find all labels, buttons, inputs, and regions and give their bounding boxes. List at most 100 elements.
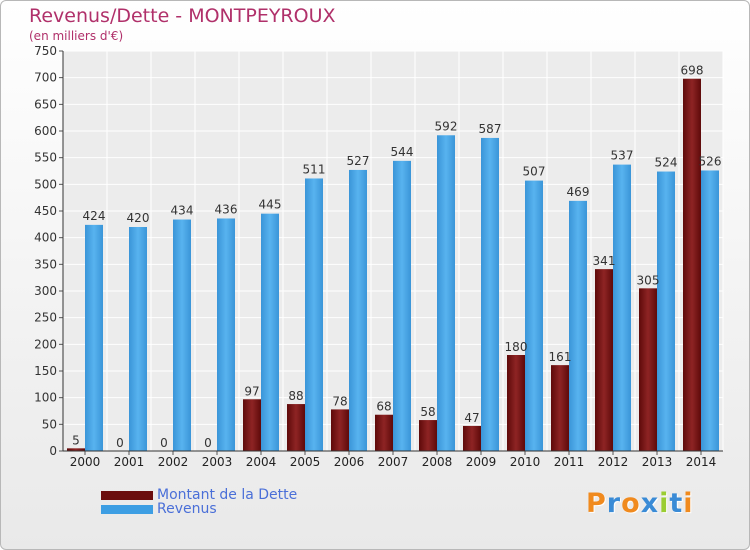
y-tick-label: 750 <box>34 44 57 58</box>
data-label-revenue: 420 <box>127 211 150 225</box>
bar-debt <box>67 448 85 451</box>
bar-revenue <box>393 160 411 451</box>
logo-letter: r <box>606 488 622 519</box>
y-tick-label: 550 <box>34 151 57 165</box>
data-label-debt: 0 <box>160 436 168 450</box>
data-label-debt: 88 <box>288 389 303 403</box>
bar-debt <box>419 420 437 451</box>
x-tick-label: 2006 <box>334 455 365 469</box>
x-tick-label: 2007 <box>378 455 409 469</box>
bar-revenue <box>349 169 367 451</box>
data-label-debt: 68 <box>376 400 391 414</box>
y-tick-label: 600 <box>34 124 57 138</box>
y-tick-label: 150 <box>34 364 57 378</box>
data-label-debt: 47 <box>464 411 479 425</box>
bar-revenue <box>481 137 499 451</box>
legend-item-debt: Montant de la Dette <box>101 487 298 503</box>
bar-revenue <box>305 178 323 451</box>
data-label-debt: 161 <box>549 350 572 364</box>
data-label-revenue: 526 <box>699 154 722 168</box>
logo-letter: i <box>659 488 670 519</box>
y-tick-label: 0 <box>49 444 57 458</box>
data-label-revenue: 434 <box>171 204 194 218</box>
data-label-revenue: 524 <box>655 156 678 170</box>
bar-revenue <box>173 219 191 451</box>
data-label-debt: 0 <box>116 436 124 450</box>
bar-debt <box>507 355 525 451</box>
y-tick-label: 100 <box>34 391 57 405</box>
bar-revenue <box>261 213 279 451</box>
logo-letter: i <box>683 488 694 519</box>
data-label-revenue: 592 <box>435 119 458 133</box>
data-label-revenue: 544 <box>391 145 414 159</box>
data-label-debt: 58 <box>420 405 435 419</box>
proxiti-logo: Proxiti <box>586 488 694 519</box>
data-label-debt: 97 <box>244 384 259 398</box>
logo-letter: t <box>669 488 684 519</box>
y-tick-label: 450 <box>34 204 57 218</box>
legend-label-debt: Montant de la Dette <box>157 487 298 503</box>
x-tick-label: 2001 <box>114 455 145 469</box>
bar-debt <box>683 78 701 451</box>
data-label-debt: 180 <box>505 340 528 354</box>
legend-swatch-revenue <box>101 504 153 514</box>
data-label-debt: 698 <box>681 64 704 78</box>
x-tick-label: 2004 <box>246 455 277 469</box>
y-tick-label: 350 <box>34 257 57 271</box>
x-tick-label: 2000 <box>70 455 101 469</box>
data-label-debt: 0 <box>204 436 212 450</box>
data-label-revenue: 587 <box>479 122 502 136</box>
bar-debt <box>463 425 481 451</box>
bar-revenue <box>569 200 587 451</box>
data-label-revenue: 469 <box>567 185 590 199</box>
data-label-debt: 305 <box>637 273 660 287</box>
data-label-revenue: 424 <box>83 209 106 223</box>
data-label-revenue: 507 <box>523 165 546 179</box>
bar-revenue <box>129 227 147 451</box>
bar-revenue <box>217 218 235 451</box>
bar-debt <box>639 288 657 451</box>
bar-debt <box>551 365 569 451</box>
legend-swatch-debt <box>101 490 153 500</box>
bar-debt <box>287 404 305 451</box>
x-tick-label: 2012 <box>598 455 629 469</box>
bar-debt <box>243 399 261 451</box>
bar-revenue <box>701 170 719 451</box>
x-tick-label: 2003 <box>202 455 233 469</box>
x-tick-label: 2009 <box>466 455 497 469</box>
bar-debt <box>595 269 613 451</box>
data-label-debt: 78 <box>332 394 347 408</box>
logo-letter: P <box>586 488 607 519</box>
data-label-revenue: 537 <box>611 149 634 163</box>
bar-revenue <box>85 224 103 451</box>
bar-revenue <box>613 164 631 451</box>
logo-letter: o <box>621 488 641 519</box>
data-label-revenue: 511 <box>303 162 326 176</box>
y-tick-label: 250 <box>34 311 57 325</box>
y-tick-label: 200 <box>34 337 57 351</box>
legend-label-revenue: Revenus <box>157 501 217 517</box>
y-tick-label: 300 <box>34 284 57 298</box>
x-tick-label: 2010 <box>510 455 541 469</box>
y-tick-label: 650 <box>34 97 57 111</box>
y-tick-label: 50 <box>42 417 57 431</box>
x-tick-label: 2008 <box>422 455 453 469</box>
y-tick-label: 700 <box>34 71 57 85</box>
data-label-debt: 5 <box>72 433 80 447</box>
y-tick-label: 400 <box>34 231 57 245</box>
x-tick-label: 2011 <box>554 455 585 469</box>
bar-revenue <box>437 135 455 451</box>
logo-letter: x <box>640 488 660 519</box>
bar-revenue <box>657 171 675 452</box>
x-tick-label: 2002 <box>158 455 189 469</box>
bar-debt <box>375 414 393 451</box>
y-tick-label: 500 <box>34 177 57 191</box>
bar-revenue <box>525 180 543 451</box>
data-label-revenue: 527 <box>347 154 370 168</box>
x-tick-label: 2014 <box>686 455 717 469</box>
x-tick-label: 2005 <box>290 455 321 469</box>
x-tick-label: 2013 <box>642 455 673 469</box>
legend-item-revenue: Revenus <box>101 501 217 517</box>
